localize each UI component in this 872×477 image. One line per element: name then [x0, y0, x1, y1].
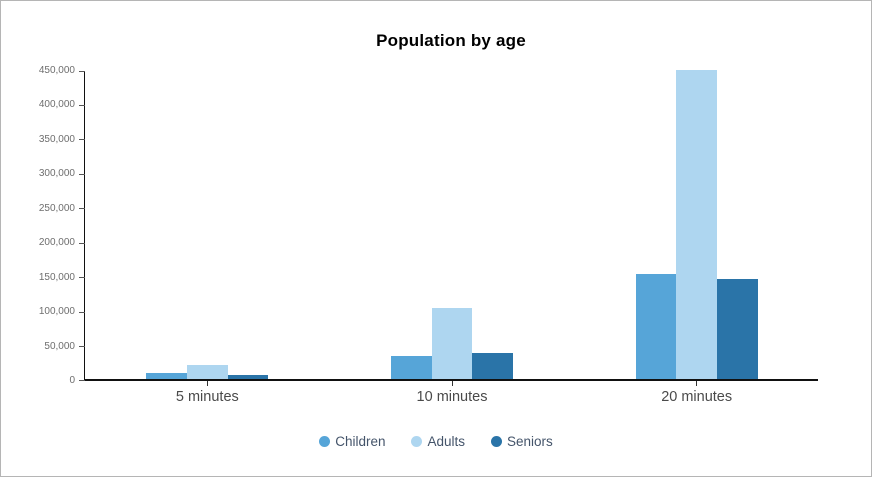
legend-swatch-icon: [411, 436, 423, 447]
legend-swatch-icon: [319, 436, 331, 447]
chart-title: Population by age: [376, 31, 526, 50]
y-axis-tick-label: 0: [69, 375, 75, 386]
y-axis-tick-label: 150,000: [38, 271, 75, 283]
bar-adults-20-minutes[interactable]: [676, 69, 718, 379]
y-axis-tick-label: 50,000: [44, 340, 75, 352]
y-axis-tick: [79, 173, 85, 175]
bar-children-20-minutes[interactable]: [635, 273, 677, 379]
plot-area: 0 50,000 100,000 150,000 200,000 250,000 300,0…: [39, 66, 818, 405]
y-axis-tick: [79, 277, 85, 279]
legend: Children Adults Seniors: [1, 434, 871, 449]
y-axis-tick: [79, 311, 85, 313]
legend-item-adults[interactable]: Adults: [411, 434, 465, 449]
y-axis-tick-label: 450,000: [38, 65, 75, 76]
x-axis-tick: [451, 381, 453, 386]
y-axis-tick: [79, 139, 85, 141]
legend-item-seniors[interactable]: Seniors: [491, 434, 553, 449]
legend-item-children[interactable]: Children: [319, 434, 385, 449]
y-axis-tick: [79, 208, 85, 210]
y-axis-tick: [79, 242, 85, 244]
bar-adults-10-minutes[interactable]: [431, 308, 473, 379]
y-axis-tick-label: 300,000: [38, 168, 75, 180]
bar-children-10-minutes[interactable]: [390, 355, 432, 379]
y-axis-tick: [79, 380, 85, 381]
x-axis-category-label: 20 minutes: [661, 389, 733, 405]
x-axis-category-label: 10 minutes: [416, 389, 488, 405]
y-axis-tick-label: 100,000: [38, 306, 75, 318]
y-axis-tick: [79, 346, 85, 348]
legend-item-label: Adults: [427, 434, 466, 449]
y-axis-tick-label: 200,000: [38, 237, 75, 249]
legend-item-label: Children: [335, 434, 386, 449]
y-axis-tick-label: 250,000: [38, 202, 75, 214]
y-axis-tick: [79, 71, 85, 72]
y-axis-tick-label: 400,000: [38, 99, 75, 111]
legend-swatch-icon: [491, 436, 503, 447]
x-axis-category-label: 5 minutes: [175, 389, 239, 405]
y-axis-tick-label: 350,000: [38, 133, 75, 145]
bar-adults-5-minutes[interactable]: [186, 364, 228, 379]
bar-seniors-10-minutes[interactable]: [472, 353, 514, 379]
x-axis-tick: [206, 381, 208, 386]
legend-item-label: Seniors: [507, 434, 553, 449]
y-axis-tick: [79, 104, 85, 106]
x-axis-tick: [696, 381, 698, 386]
bar-children-5-minutes[interactable]: [146, 373, 187, 379]
bar-seniors-20-minutes[interactable]: [717, 279, 758, 379]
bar-seniors-5-minutes[interactable]: [227, 374, 269, 379]
